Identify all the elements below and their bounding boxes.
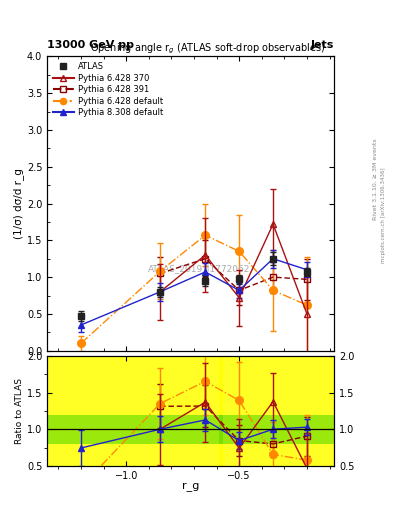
Text: Jets: Jets: [311, 40, 334, 50]
Bar: [187, 415, 223, 444]
Text: 13000 GeV pp: 13000 GeV pp: [47, 40, 134, 50]
Bar: [142, 356, 187, 466]
Y-axis label: Ratio to ATLAS: Ratio to ATLAS: [15, 378, 24, 444]
Bar: [92, 415, 142, 444]
Text: Opening angle r$_g$ (ATLAS soft-drop observables): Opening angle r$_g$ (ATLAS soft-drop obs…: [90, 42, 325, 56]
Bar: [47, 415, 92, 444]
Text: Rivet 3.1.10, ≥ 3M events: Rivet 3.1.10, ≥ 3M events: [373, 138, 378, 220]
Bar: [253, 356, 286, 466]
Bar: [321, 415, 351, 444]
Bar: [219, 415, 253, 444]
Bar: [219, 356, 253, 466]
Y-axis label: (1/σ) dσ/d r_g: (1/σ) dσ/d r_g: [13, 168, 24, 239]
Bar: [253, 415, 286, 444]
Bar: [286, 356, 321, 466]
X-axis label: r_g: r_g: [182, 482, 199, 492]
Bar: [92, 356, 142, 466]
Bar: [286, 415, 321, 444]
Text: mcplots.cern.ch [arXiv:1306.3436]: mcplots.cern.ch [arXiv:1306.3436]: [381, 167, 386, 263]
Bar: [47, 356, 92, 466]
Legend: ATLAS, Pythia 6.428 370, Pythia 6.428 391, Pythia 6.428 default, Pythia 8.308 de: ATLAS, Pythia 6.428 370, Pythia 6.428 39…: [51, 60, 165, 119]
Bar: [142, 415, 187, 444]
Text: ATLAS_2019_I1772062: ATLAS_2019_I1772062: [148, 264, 250, 273]
Bar: [321, 356, 351, 466]
Bar: [187, 356, 223, 466]
